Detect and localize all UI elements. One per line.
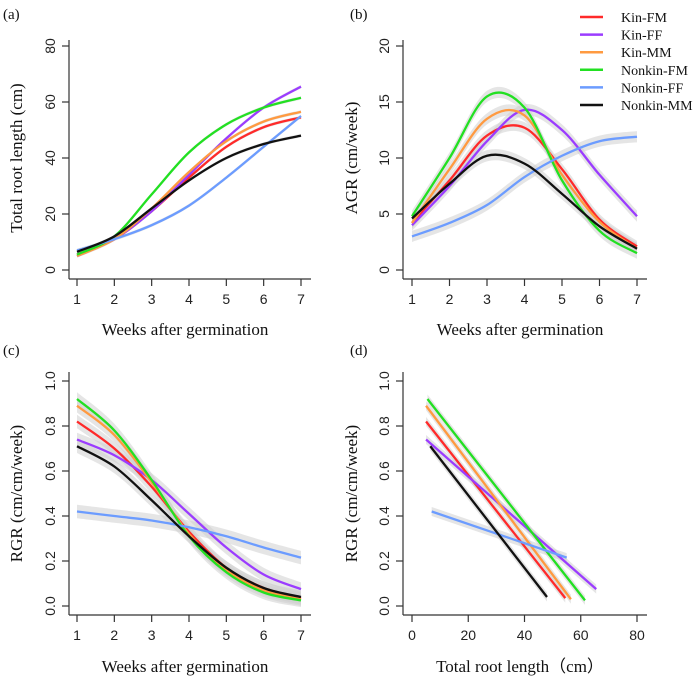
legend-label: Nonkin-MM [621, 99, 693, 114]
y-tick-label: 0.4 [376, 506, 392, 526]
y-tick-label: 15 [376, 94, 392, 110]
x-axis-label: Weeks after germination [102, 657, 269, 676]
y-tick-label: 0.6 [42, 461, 58, 481]
y-tick-label: 1.0 [42, 371, 58, 391]
x-tick-label: 60 [573, 627, 589, 643]
legend-label: Nonkin-FM [621, 64, 688, 79]
y-tick-label: 5 [376, 210, 392, 218]
series-line-nonkin-ff [76, 115, 302, 252]
panel-b: (b) 1 2 3 4 5 6 7 0 5 10 15 20 Weeks after germinatio… [342, 7, 647, 339]
x-tick-label: 4 [185, 291, 193, 307]
y-tick-label: 80 [42, 38, 58, 54]
y-tick-label: 0 [42, 266, 58, 274]
x-tick-label: 0 [408, 627, 416, 643]
x-tick-label: 3 [148, 291, 156, 307]
ci-band-nonkin-mm [77, 439, 301, 604]
y-tick-label: 10 [376, 150, 392, 166]
x-axis-label: Weeks after germination [102, 320, 269, 339]
legend-label: Nonkin-FF [621, 81, 683, 96]
x-tick-label: 2 [110, 291, 118, 307]
x-tick-label: 3 [148, 627, 156, 643]
panel-label: (a) [3, 7, 20, 23]
x-tick-label: 1 [408, 291, 416, 307]
x-tick-label: 5 [222, 627, 230, 643]
x-tick-label: 5 [558, 291, 566, 307]
panel-c: (c) 1 2 3 4 5 6 7 0.0 0.2 0.4 0.6 0.8 1.0 Weeks after … [3, 343, 311, 676]
x-tick-label: 7 [297, 291, 305, 307]
series-line-kin-ff [76, 438, 302, 591]
x-tick-label: 6 [260, 291, 268, 307]
series-line-nonkin-ff [76, 510, 302, 559]
y-axis-label: RGR (cm/cm/week) [342, 425, 361, 562]
series-line-kin-mm [411, 108, 638, 250]
x-tick-label: 6 [596, 291, 604, 307]
y-tick-label: 1.0 [376, 371, 392, 391]
series-line-kin-fm [425, 420, 567, 599]
ci-band-kin-mm [77, 110, 301, 258]
y-tick-label: 0.8 [376, 416, 392, 436]
series-line-kin-fm [411, 124, 638, 248]
panel-a: (a) 1 2 3 4 5 6 7 0 20 40 60 80 Weeks after germinati… [3, 7, 311, 339]
x-tick-label: 80 [629, 627, 645, 643]
series-line-nonkin-mm [411, 153, 638, 250]
series-line-kin-mm [425, 405, 572, 600]
legend-label: Kin-FF [621, 29, 662, 44]
series-line-nonkin-mm [76, 445, 302, 599]
y-tick-label: 0.2 [376, 551, 392, 571]
y-tick-label: 0.4 [42, 506, 58, 526]
legend: Kin-FM Kin-FF Kin-MM Nonkin-FM Nonkin-FF Nonk… [580, 11, 693, 114]
x-tick-label: 1 [73, 627, 81, 643]
ci-band-kin-fm [77, 115, 301, 257]
series-line-kin-ff [411, 108, 638, 226]
ci-band-nonkin-ff [77, 114, 301, 253]
ci-band-nonkin-fm [77, 392, 301, 608]
panel-d: (d) 0 20 40 60 80 0.0 0.2 0.4 0.6 0.8 1.0 Total root… [342, 343, 647, 676]
y-axis-label: RGR (cm/cm/week) [7, 425, 26, 562]
x-tick-label: 20 [460, 627, 476, 643]
x-tick-label: 1 [73, 291, 81, 307]
legend-label: Kin-FM [621, 11, 667, 26]
x-tick-label: 3 [483, 291, 491, 307]
y-tick-label: 0 [376, 266, 392, 274]
y-axis-label: AGR (cm/week) [342, 102, 361, 215]
series-line-nonkin-fm [426, 398, 586, 602]
series-line-kin-fm [76, 116, 302, 256]
x-tick-label: 7 [297, 627, 305, 643]
y-tick-label: 0.8 [42, 416, 58, 436]
panel-label: (d) [350, 343, 368, 359]
ci-band-kin-fm [412, 119, 637, 253]
y-tick-label: 0.0 [42, 596, 58, 616]
x-axis-label: Total root length（cm） [436, 657, 604, 676]
y-tick-label: 0.6 [376, 461, 392, 481]
ci-band-nonkin-ff [77, 504, 301, 565]
legend-label: Kin-MM [621, 46, 672, 61]
x-tick-label: 5 [222, 291, 230, 307]
x-tick-label: 4 [185, 627, 193, 643]
y-tick-label: 0.0 [376, 596, 392, 616]
x-tick-label: 2 [446, 291, 454, 307]
y-tick-label: 20 [42, 206, 58, 222]
y-axis-label: Total root length (cm) [7, 83, 26, 232]
series-line-kin-ff [425, 438, 597, 590]
series-line-kin-mm [76, 110, 302, 258]
x-tick-label: 4 [521, 291, 529, 307]
x-tick-label: 7 [633, 291, 641, 307]
y-tick-label: 0.2 [42, 551, 58, 571]
y-tick-label: 60 [42, 94, 58, 110]
panel-label: (b) [350, 7, 368, 23]
series-line-nonkin-ff [411, 135, 638, 238]
x-tick-label: 2 [110, 627, 118, 643]
series-line-nonkin-mm [76, 134, 302, 253]
series-line-nonkin-fm [411, 91, 638, 255]
x-axis-label: Weeks after germination [437, 320, 604, 339]
x-tick-label: 6 [260, 627, 268, 643]
x-tick-label: 40 [517, 627, 533, 643]
series-line-nonkin-mm [429, 445, 548, 598]
series-line-kin-mm [76, 404, 302, 601]
y-tick-label: 20 [376, 38, 392, 54]
y-tick-label: 40 [42, 150, 58, 166]
panel-label: (c) [3, 343, 20, 359]
